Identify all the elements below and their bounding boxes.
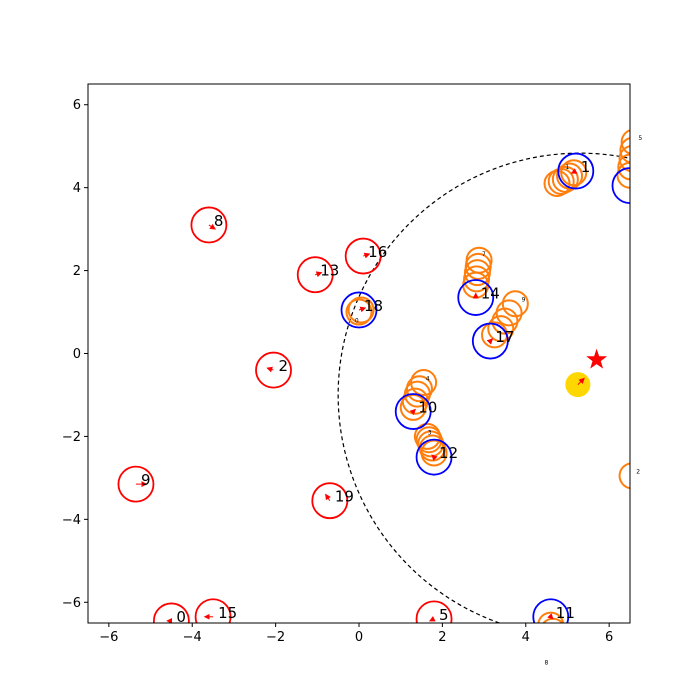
agent-label: 18 — [364, 297, 383, 315]
x-tick-label: 0 — [355, 630, 363, 645]
predicted-position-circle — [620, 129, 630, 155]
agent-heading-arrow — [409, 408, 416, 416]
agent-circle — [311, 482, 349, 520]
trajectory-index-label: 4 — [426, 375, 430, 382]
y-tick-label: −4 — [62, 513, 81, 528]
y-tick-label: 6 — [73, 98, 81, 113]
agent-label: 12 — [439, 444, 458, 462]
predicted-position-circle — [619, 137, 630, 164]
x-tick-label: 2 — [438, 630, 446, 645]
agent-label: 5 — [439, 606, 449, 624]
agent-heading-arrow — [315, 271, 323, 278]
x-tick-label: −6 — [99, 630, 118, 645]
agent-circle — [394, 393, 432, 430]
agent-label: 19 — [335, 488, 354, 506]
predicted-position-circle — [410, 369, 438, 397]
agent-heading-arrow — [266, 366, 274, 373]
predicted-position-circle — [465, 246, 493, 274]
trajectory-index-label: 2 — [636, 469, 640, 476]
agent-heading-arrow — [325, 493, 331, 501]
agent-heading-arrow — [358, 306, 367, 313]
sensing-range-circle — [337, 152, 630, 623]
agent-label: 14 — [481, 285, 500, 303]
agent-circle — [344, 237, 382, 275]
x-tick-label: −4 — [183, 630, 202, 645]
agent-circle — [557, 152, 595, 190]
agent-circle — [611, 167, 630, 204]
y-axis: −6 −4 −2 0 2 4 6 — [62, 98, 88, 611]
agent-label: 2 — [279, 357, 289, 375]
trajectory-index-label: 1 — [565, 164, 569, 171]
predicted-position-circle — [537, 611, 565, 623]
y-tick-label: 2 — [73, 264, 81, 279]
agent-heading-arrow — [428, 616, 436, 622]
predicted-position-circle — [560, 159, 588, 187]
x-axis: −6 −4 −2 0 2 4 6 — [99, 623, 613, 645]
predicted-position-circle — [487, 315, 515, 343]
agent-heading-arrow — [431, 454, 438, 461]
agent-circle — [194, 598, 232, 623]
agent-circle — [152, 602, 190, 623]
agent-label: 15 — [218, 604, 237, 622]
y-tick-label: −6 — [62, 596, 81, 611]
trajectory-index-label: 0 — [355, 317, 359, 324]
predicted-position-circle — [347, 296, 375, 324]
y-tick-label: 4 — [73, 181, 81, 196]
agent-heading-arrow — [363, 252, 371, 259]
agent-label: 11 — [556, 604, 575, 622]
agent-circle — [190, 206, 228, 244]
predicted-position-circle — [413, 422, 441, 450]
agent-label: 13 — [320, 262, 339, 280]
predicted-position-circle — [551, 165, 579, 193]
trajectory-index-label: 5 — [638, 135, 642, 142]
agent-label: 8 — [214, 212, 224, 230]
agent-label: 9 — [141, 471, 151, 489]
predicted-position-circle — [415, 426, 443, 454]
x-tick-label: 6 — [605, 630, 613, 645]
agent-circle — [532, 598, 570, 623]
agent-circle — [471, 322, 509, 360]
agent-circle — [415, 438, 453, 476]
agent-circle — [340, 291, 378, 329]
agent-circle — [255, 351, 292, 389]
agent-heading-arrow — [547, 613, 554, 620]
trajectory-index-label: 8 — [545, 659, 549, 666]
agent-label: 1 — [581, 158, 591, 176]
trajectory-index-label: 3 — [428, 429, 432, 436]
agent-circle — [296, 256, 334, 294]
axes-frame — [87, 83, 631, 624]
y-tick-label: 0 — [73, 347, 81, 362]
agent-heading-arrow — [208, 223, 216, 230]
predicted-position-circle — [542, 625, 567, 650]
agent-label: 0 — [176, 608, 186, 626]
predicted-position-circle — [495, 299, 523, 327]
agent-label: 17 — [495, 328, 514, 346]
agent-circle — [415, 600, 453, 623]
agent-heading-arrow — [570, 168, 578, 174]
predicted-position-circle — [405, 375, 433, 403]
predicted-position-circle — [556, 162, 584, 190]
x-tick-label: −2 — [266, 630, 285, 645]
agent-label: 10 — [418, 399, 437, 417]
predicted-position-circle — [616, 161, 630, 189]
predicted-position-circle — [618, 462, 630, 490]
goal-star — [586, 348, 608, 369]
agent-label: 16 — [368, 243, 387, 261]
agent-heading-arrow — [486, 338, 494, 345]
agent-circle — [457, 279, 495, 316]
predicted-position-circle — [345, 298, 373, 326]
agent-circle — [117, 465, 155, 503]
y-tick-label: −2 — [62, 430, 81, 445]
predicted-position-circle — [617, 153, 630, 181]
trajectory-index-label: 7 — [482, 251, 486, 258]
predicted-position-circle — [618, 145, 630, 172]
predicted-position-circle — [501, 290, 529, 318]
robot-heading-arrow — [577, 377, 585, 385]
x-tick-label: 4 — [522, 630, 530, 645]
trajectory-index-label: 9 — [522, 297, 526, 304]
